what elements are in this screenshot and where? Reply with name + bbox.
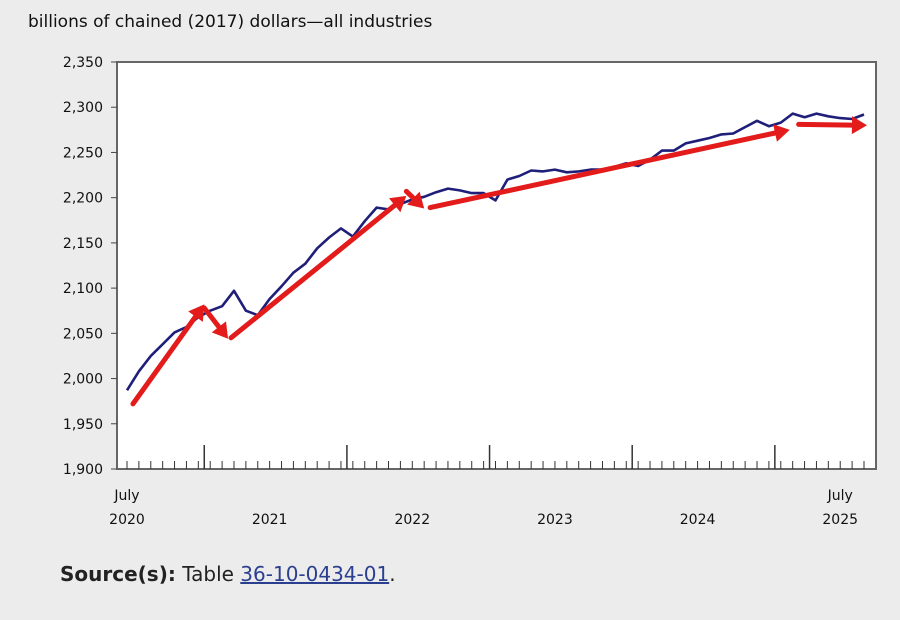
x-tick-label-year: 2022	[394, 512, 430, 528]
source-label: Source(s):	[60, 562, 176, 586]
y-tick-label: 2,000	[63, 372, 103, 388]
y-tick-label: 2,150	[63, 236, 103, 252]
annotation-arrow-head	[389, 195, 407, 213]
x-tick-label-year: 2020	[109, 512, 145, 528]
annotation-arrow-head	[773, 124, 790, 142]
x-tick-label-year: 2021	[252, 512, 288, 528]
annotation-arrow-head	[407, 191, 425, 209]
y-axis-title: billions of chained (2017) dollars—all i…	[28, 12, 432, 32]
annotation-arrow-shaft	[796, 121, 855, 128]
annotation-arrow-head	[211, 321, 229, 339]
y-tick-label: 2,050	[63, 326, 103, 342]
y-tick-label: 2,200	[63, 191, 103, 207]
annotation-arrow-head	[851, 116, 867, 135]
source-suffix: .	[389, 562, 396, 586]
annotation-arrow-shaft	[130, 314, 199, 407]
source-table-link[interactable]: 36-10-0434-01	[240, 562, 390, 586]
y-tick-label: 2,250	[63, 145, 103, 161]
annotation-arrow-head	[188, 304, 205, 322]
y-tick-label: 1,900	[63, 462, 103, 478]
annotation-arrow-shaft	[228, 202, 398, 341]
x-tick-label-month: July	[113, 488, 139, 504]
y-tick-label: 2,350	[63, 55, 103, 71]
x-tick-label-month: July	[827, 488, 853, 504]
source-prefix: Table	[182, 562, 241, 586]
x-tick-label-year: 2024	[680, 512, 716, 528]
plot-area	[116, 61, 877, 470]
source-note: Source(s): Table 36-10-0434-01.	[60, 562, 396, 586]
annotation-arrow-shaft	[403, 188, 416, 201]
y-tick-label: 1,950	[63, 417, 103, 433]
y-tick-label: 2,100	[63, 281, 103, 297]
annotation-arrow-shaft	[201, 305, 222, 330]
y-tick-label: 2,300	[63, 100, 103, 116]
x-tick-label-year: 2025	[822, 512, 858, 528]
series-line	[125, 112, 865, 391]
annotation-arrow-shaft	[427, 130, 778, 211]
x-tick-label-year: 2023	[537, 512, 573, 528]
chart: billions of chained (2017) dollars—all i…	[28, 12, 877, 528]
